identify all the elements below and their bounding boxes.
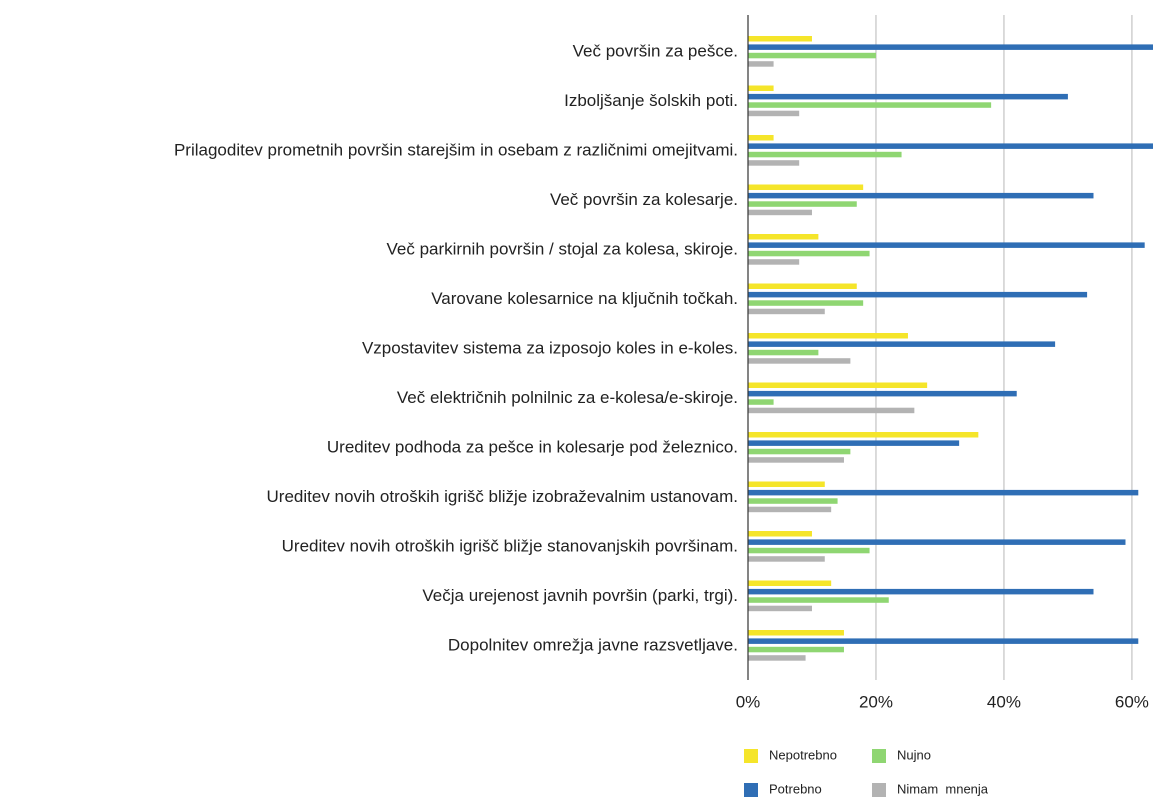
bar	[748, 655, 806, 661]
bar	[748, 151, 902, 158]
bar	[748, 531, 812, 537]
bar	[748, 333, 908, 339]
bar	[748, 349, 819, 356]
category-label: Več površin za kolesarje.	[550, 190, 738, 209]
x-tick-label: 20%	[859, 692, 893, 711]
bar	[748, 93, 1068, 100]
bar	[748, 52, 876, 59]
bar	[748, 308, 825, 315]
bar	[748, 61, 774, 67]
bar	[748, 457, 844, 463]
bar	[748, 382, 928, 388]
bar	[748, 259, 800, 265]
bar	[748, 580, 832, 586]
bar	[748, 135, 774, 141]
category-label: Ureditev novih otroških igrišč bližje st…	[282, 536, 738, 555]
bar	[748, 390, 1017, 397]
bar	[748, 300, 864, 306]
category-label: Ureditev novih otroških igrišč bližje iz…	[267, 487, 738, 506]
bar	[748, 556, 825, 562]
category-label: Večja urejenost javnih površin (parki, t…	[422, 586, 738, 605]
category-label: Več električnih polnilnic za e-kolesa/e-…	[397, 388, 738, 407]
bar	[748, 341, 1056, 347]
category-label: Več parkirnih površin / stojal za kolesa…	[387, 239, 739, 258]
bar	[748, 242, 1145, 248]
category-label: Ureditev podhoda za pešce in kolesarje p…	[327, 437, 738, 456]
bar	[748, 283, 857, 289]
bar	[748, 209, 812, 216]
category-label: Varovane kolesarnice na ključnih točkah.	[431, 289, 738, 308]
bar	[748, 605, 812, 612]
category-label: Vzpostavitev sistema za izposojo koles i…	[362, 338, 738, 357]
bar	[748, 481, 825, 487]
bar	[748, 234, 819, 240]
bar	[748, 448, 851, 455]
legend-label: Nepotrebno	[769, 747, 837, 762]
bar	[748, 498, 838, 504]
bar	[748, 102, 992, 108]
bar	[748, 250, 870, 257]
bar	[748, 440, 960, 446]
bar	[748, 110, 800, 117]
legend-swatch	[744, 749, 758, 763]
category-label: Prilagoditev prometnih površin starejšim…	[174, 140, 738, 159]
category-label: Dopolnitev omrežja javne razsvetljave.	[448, 635, 738, 654]
bar	[748, 201, 857, 207]
bar	[748, 597, 889, 603]
legend-label: Potrebno	[769, 781, 822, 796]
bar	[748, 85, 774, 91]
bar	[748, 588, 1094, 595]
bar	[748, 407, 915, 414]
category-label: Izboljšanje šolskih poti.	[564, 91, 738, 110]
legend-label: Nujno	[897, 747, 931, 762]
bar	[748, 184, 864, 190]
grid	[875, 15, 1133, 680]
bar	[748, 143, 1153, 149]
category-label: Več površin za pešce.	[573, 41, 738, 60]
bar	[748, 399, 774, 405]
x-tick-label: 0%	[736, 692, 761, 711]
bar	[748, 358, 851, 364]
x-tick-label: 40%	[987, 692, 1021, 711]
bar	[748, 506, 832, 513]
bar	[748, 192, 1094, 199]
bar	[748, 36, 812, 42]
legend-swatch	[872, 749, 886, 763]
x-tick-label: 60%	[1115, 692, 1149, 711]
legend-label: Nimam mnenja	[897, 781, 989, 796]
legend-swatch	[744, 783, 758, 797]
bar	[748, 291, 1088, 298]
bar	[748, 160, 800, 166]
bar	[748, 630, 844, 636]
bar	[748, 539, 1126, 545]
bar	[748, 489, 1139, 496]
bars	[748, 36, 1153, 661]
bar	[748, 44, 1153, 50]
bar	[748, 432, 979, 438]
bar	[748, 638, 1139, 644]
bar	[748, 547, 870, 554]
legend-swatch	[872, 783, 886, 797]
bar	[748, 646, 844, 653]
